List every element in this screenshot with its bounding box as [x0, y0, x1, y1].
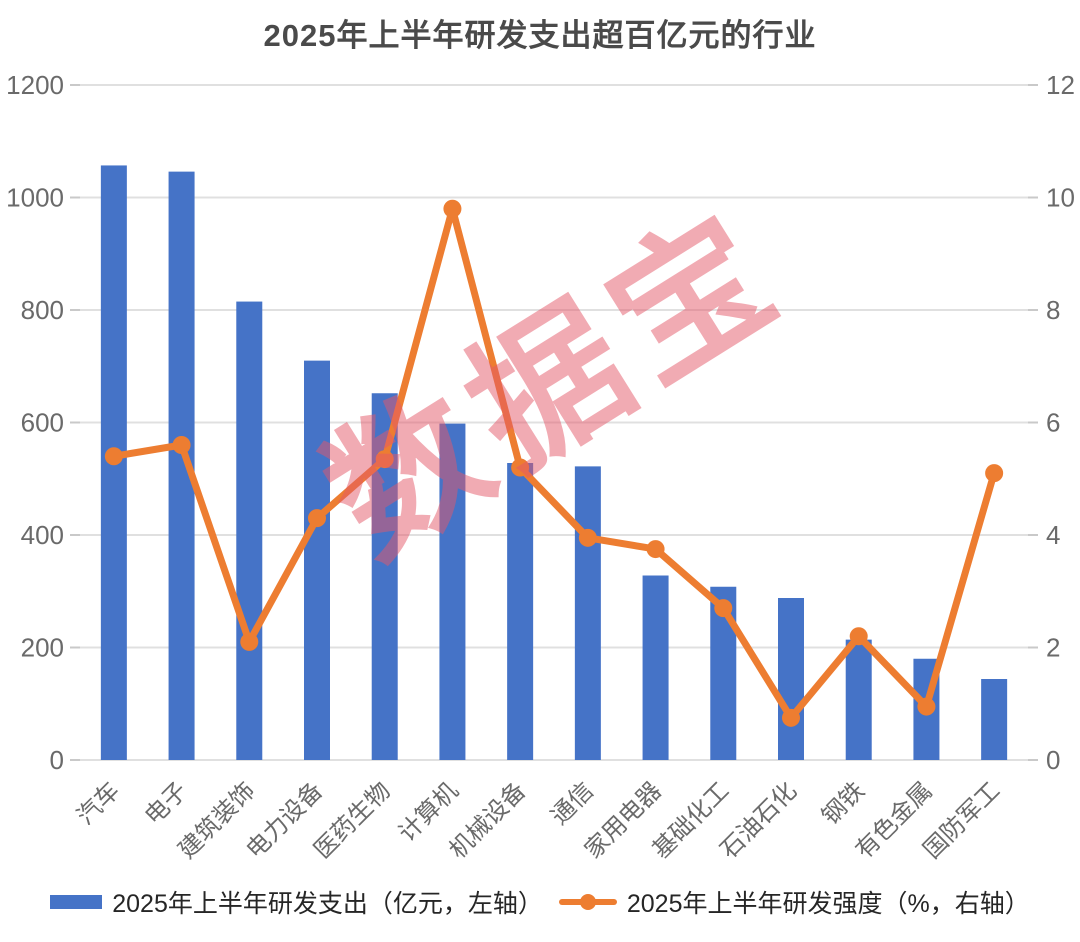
line-marker-通信[interactable] [578, 528, 597, 547]
bar-国防军工[interactable] [981, 679, 1008, 760]
left-axis-tick-label: 400 [21, 520, 64, 550]
right-axis-tick-label: 8 [1046, 295, 1060, 325]
line-marker-汽车[interactable] [104, 447, 123, 466]
category-label-汽车: 汽车 [72, 777, 125, 830]
left-axis-tick-label: 0 [50, 745, 64, 775]
left-axis-tick-label: 1200 [6, 70, 64, 100]
bar-机械设备[interactable] [507, 463, 534, 760]
right-axis-tick-label: 2 [1046, 633, 1060, 663]
legend-item-line-series[interactable]: 2025年上半年研发强度（%，右轴） [558, 884, 1030, 920]
line-path [110, 205, 998, 722]
bar-通信[interactable] [574, 466, 601, 760]
line-marker-电力设备[interactable] [308, 509, 326, 528]
bar-石油石化[interactable] [778, 598, 804, 760]
bar-series-swatch [50, 895, 103, 909]
line-marker-国防军工[interactable] [985, 464, 1004, 483]
line-swatch-marker-icon [579, 894, 596, 910]
line-series-swatch [558, 893, 617, 911]
line-marker-家用电器[interactable] [646, 540, 665, 559]
category-label-通信: 通信 [546, 777, 599, 830]
category-label-钢铁: 钢铁 [817, 777, 870, 830]
line-marker-医药生物[interactable] [375, 450, 394, 469]
right-axis-tick-label: 4 [1046, 520, 1060, 550]
left-axis-tick-label: 600 [21, 408, 64, 438]
right-axis-tick-label: 12 [1046, 70, 1075, 100]
right-axis-labels: 0 2 4 6 8 10 12 [1046, 70, 1075, 775]
bar-建筑装饰[interactable] [236, 301, 263, 760]
left-axis-tick-label: 200 [21, 633, 64, 663]
bar-series-legend-label: 2025年上半年研发支出（亿元，左轴） [112, 890, 543, 918]
line-marker-基础化工[interactable] [714, 599, 733, 618]
chart-title: 2025年上半年研发支出超百亿元的行业 [263, 18, 817, 53]
left-axis-labels: 0 200 400 600 800 1000 1200 [6, 70, 64, 775]
line-marker-机械设备[interactable] [511, 458, 530, 477]
right-axis-tick-label: 0 [1046, 745, 1060, 775]
bar-电力设备[interactable] [304, 360, 330, 760]
left-axis-tick-label: 800 [21, 295, 64, 325]
chart-legend: 2025年上半年研发支出（亿元，左轴） 2025年上半年研发强度（%，右轴） [0, 884, 1080, 920]
right-axis-tick-label: 6 [1046, 408, 1060, 438]
category-label-电子: 电子 [140, 777, 193, 830]
line-marker-计算机[interactable] [443, 199, 462, 218]
right-axis-tick-label: 10 [1046, 183, 1075, 213]
gridlines [70, 84, 1038, 761]
bar-计算机[interactable] [439, 423, 466, 760]
legend-item-bar-series[interactable]: 2025年上半年研发支出（亿元，左轴） [50, 884, 543, 920]
left-axis-tick-label: 1000 [6, 183, 64, 213]
bar-家用电器[interactable] [642, 575, 669, 761]
line-marker-有色金属[interactable] [917, 697, 936, 716]
line-marker-电子[interactable] [172, 436, 191, 454]
line-marker-建筑装饰[interactable] [240, 632, 259, 651]
bar-钢铁[interactable] [845, 639, 872, 760]
line-marker-钢铁[interactable] [849, 627, 868, 646]
bar-series [100, 165, 1008, 761]
line-series [104, 199, 1004, 727]
line-series-legend-label: 2025年上半年研发强度（%，右轴） [626, 890, 1030, 918]
line-marker-石油石化[interactable] [782, 708, 800, 727]
